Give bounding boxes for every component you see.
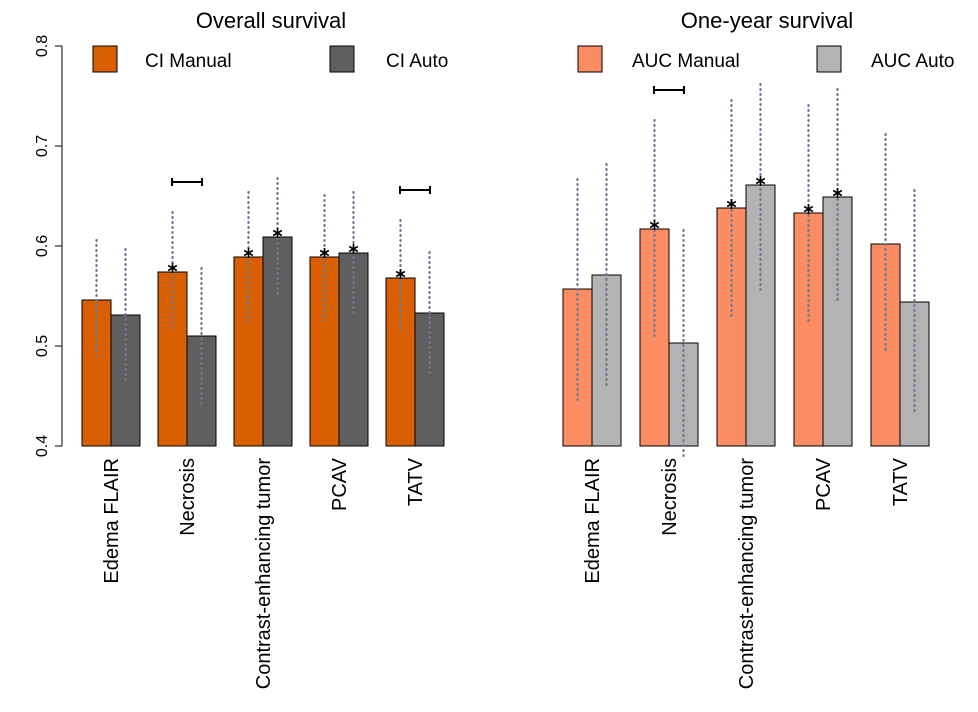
bar-ci-auto-pcav	[338, 252, 369, 447]
significance-bar	[399, 186, 431, 194]
bar-ci-auto-contrast-enhancing-tumor	[262, 236, 293, 447]
significance-star	[726, 199, 737, 209]
significance-star	[272, 228, 283, 238]
y-tick-label: 0.6	[34, 235, 51, 257]
bar-auc-manual-contrast-enhancing-tumor	[716, 207, 747, 447]
significance-star	[243, 248, 254, 258]
legend-label-ci-manual: CI Manual	[145, 51, 232, 72]
legend-label-auc-manual: AUC Manual	[632, 51, 740, 72]
legend-label-ci-auto: CI Auto	[386, 51, 448, 72]
x-tick-label-contrast-enhancing-tumor: Contrast-enhancing tumor	[736, 458, 758, 690]
y-tick-label: 0.7	[34, 135, 51, 157]
bar-ci-manual-pcav	[309, 256, 340, 447]
bar-group-pcav: PCAV	[309, 190, 369, 511]
x-tick-label-pcav: PCAV	[329, 457, 351, 511]
x-tick-label-necrosis: Necrosis	[177, 458, 199, 536]
panel-one-year-survival: One-year survival AUC Manual AUC Auto Ed…	[562, 8, 954, 690]
bar-group-edema-flair: Edema FLAIR	[562, 162, 622, 584]
y-tick-label: 0.4	[34, 435, 51, 457]
significance-bar	[171, 178, 203, 186]
x-tick-label-edema-flair: Edema FLAIR	[582, 458, 604, 584]
chart-title: Overall survival	[196, 8, 346, 33]
bar-group-contrast-enhancing-tumor: Contrast-enhancing tumor	[233, 176, 293, 690]
bar-ci-manual-contrast-enhancing-tumor	[233, 256, 264, 447]
legend-swatch-ci-auto	[329, 45, 355, 73]
significance-star	[167, 263, 178, 273]
bar-group-tatv: TATV	[870, 132, 930, 506]
bar-group-contrast-enhancing-tumor: Contrast-enhancing tumor	[716, 82, 776, 690]
legend: AUC Manual AUC Auto	[577, 45, 954, 73]
y-axis: 0.4 0.5 0.6 0.7 0.8	[34, 35, 63, 457]
significance-bar	[653, 86, 685, 94]
legend-swatch-auc-manual	[577, 45, 603, 73]
legend-swatch-auc-auto	[816, 45, 842, 73]
significance-star	[832, 188, 843, 198]
bar-group-necrosis: Necrosis	[157, 178, 217, 536]
x-tick-label-tatv: TATV	[405, 457, 427, 506]
bar-auc-manual-edema-flair	[562, 288, 593, 447]
chart-title: One-year survival	[681, 8, 853, 33]
significance-star	[395, 269, 406, 279]
legend: CI Manual CI Auto	[92, 45, 448, 73]
y-tick-label: 0.8	[34, 35, 51, 57]
x-tick-label-necrosis: Necrosis	[659, 458, 681, 536]
x-tick-label-edema-flair: Edema FLAIR	[101, 458, 123, 584]
significance-star	[319, 248, 330, 258]
significance-star	[348, 244, 359, 254]
legend-label-auc-auto: AUC Auto	[871, 51, 954, 72]
x-tick-label-pcav: PCAV	[813, 457, 835, 511]
significance-star	[755, 176, 766, 186]
x-tick-label-tatv: TATV	[890, 457, 912, 506]
panel-overall-survival: Overall survival CI Manual CI Auto 0.40.…	[34, 8, 448, 689]
bar-group-tatv: TATV	[385, 186, 445, 506]
plot-area: Edema FLAIR Necrosis Contrast-enhancing tu…	[81, 176, 445, 690]
bar-group-pcav: PCAV	[793, 87, 853, 511]
bar-group-necrosis: Necrosis	[639, 86, 699, 536]
bar-auc-manual-pcav	[793, 212, 824, 447]
y-tick-label: 0.5	[34, 335, 51, 357]
x-tick-label-contrast-enhancing-tumor: Contrast-enhancing tumor	[253, 458, 275, 690]
significance-star	[649, 220, 660, 230]
significance-star	[803, 204, 814, 214]
bar-ci-manual-tatv	[385, 277, 416, 447]
bar-group-edema-flair: Edema FLAIR	[81, 238, 141, 584]
plot-area: Edema FLAIR Necrosis Contrast-enhancing tu…	[562, 82, 930, 690]
legend-swatch-ci-manual	[92, 45, 118, 73]
